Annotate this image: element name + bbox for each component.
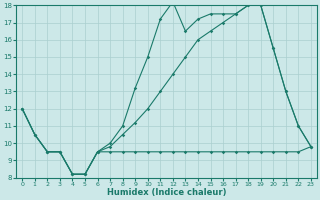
X-axis label: Humidex (Indice chaleur): Humidex (Indice chaleur) — [107, 188, 226, 197]
